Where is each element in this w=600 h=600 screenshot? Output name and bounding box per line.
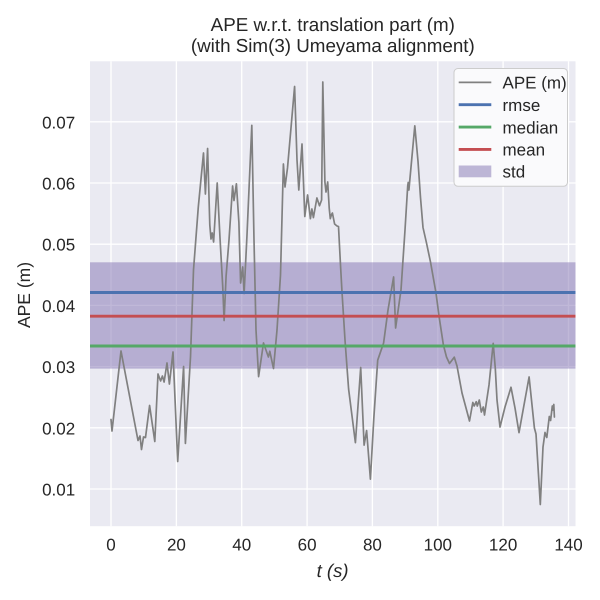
svg-text:20: 20	[167, 535, 186, 554]
svg-text:40: 40	[232, 535, 251, 554]
svg-text:60: 60	[298, 535, 317, 554]
svg-text:0: 0	[106, 535, 115, 554]
svg-text:0.06: 0.06	[42, 175, 75, 194]
svg-text:0.07: 0.07	[42, 113, 75, 132]
svg-text:APE (m): APE (m)	[503, 74, 567, 93]
svg-text:0.05: 0.05	[42, 236, 75, 255]
svg-text:0.03: 0.03	[42, 358, 75, 377]
svg-text:0.04: 0.04	[42, 297, 75, 316]
svg-text:APE w.r.t. translation part (m: APE w.r.t. translation part (m)	[211, 14, 455, 35]
svg-text:rmse: rmse	[503, 96, 541, 115]
svg-text:120: 120	[489, 535, 517, 554]
svg-text:t (s): t (s)	[317, 560, 349, 581]
svg-text:std: std	[503, 163, 526, 182]
svg-text:0.01: 0.01	[42, 481, 75, 500]
svg-text:APE (m): APE (m)	[14, 262, 34, 328]
svg-text:80: 80	[363, 535, 382, 554]
svg-text:0.02: 0.02	[42, 419, 75, 438]
svg-text:140: 140	[554, 535, 582, 554]
svg-text:median: median	[503, 118, 559, 137]
svg-text:(with Sim(3) Umeyama alignment: (with Sim(3) Umeyama alignment)	[191, 35, 475, 56]
svg-text:100: 100	[424, 535, 452, 554]
svg-text:mean: mean	[503, 141, 546, 160]
